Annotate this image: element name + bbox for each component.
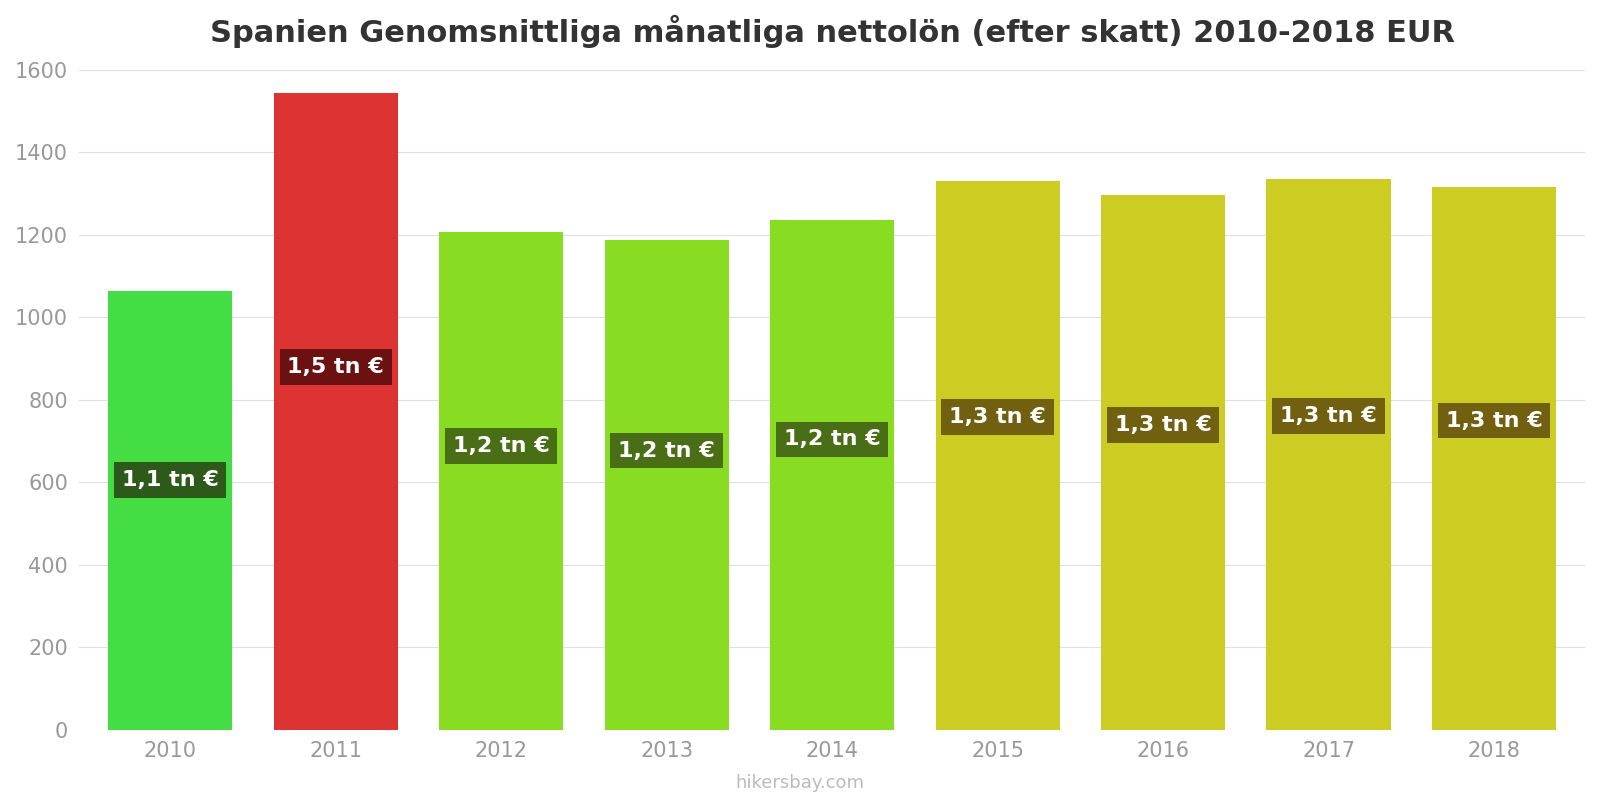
Bar: [438, 232, 563, 730]
Bar: [1432, 187, 1557, 730]
Bar: [274, 94, 398, 730]
Text: 1,2 tn €: 1,2 tn €: [453, 436, 549, 456]
Title: Spanien Genomsnittliga månatliga nettolön (efter skatt) 2010-2018 EUR: Spanien Genomsnittliga månatliga nettolö…: [210, 15, 1454, 48]
Bar: [109, 291, 232, 730]
Text: 1,1 tn €: 1,1 tn €: [122, 470, 219, 490]
Text: 1,3 tn €: 1,3 tn €: [1446, 410, 1542, 430]
Text: 1,5 tn €: 1,5 tn €: [288, 357, 384, 377]
Bar: [936, 182, 1059, 730]
Bar: [1101, 195, 1226, 730]
Text: 1,3 tn €: 1,3 tn €: [1280, 406, 1378, 426]
Bar: [770, 220, 894, 730]
Text: 1,3 tn €: 1,3 tn €: [949, 407, 1046, 427]
Bar: [1267, 179, 1390, 730]
Text: 1,2 tn €: 1,2 tn €: [618, 441, 715, 461]
Text: 1,3 tn €: 1,3 tn €: [1115, 415, 1211, 435]
Text: hikersbay.com: hikersbay.com: [736, 774, 864, 792]
Text: 1,2 tn €: 1,2 tn €: [784, 430, 880, 450]
Bar: [605, 240, 728, 730]
